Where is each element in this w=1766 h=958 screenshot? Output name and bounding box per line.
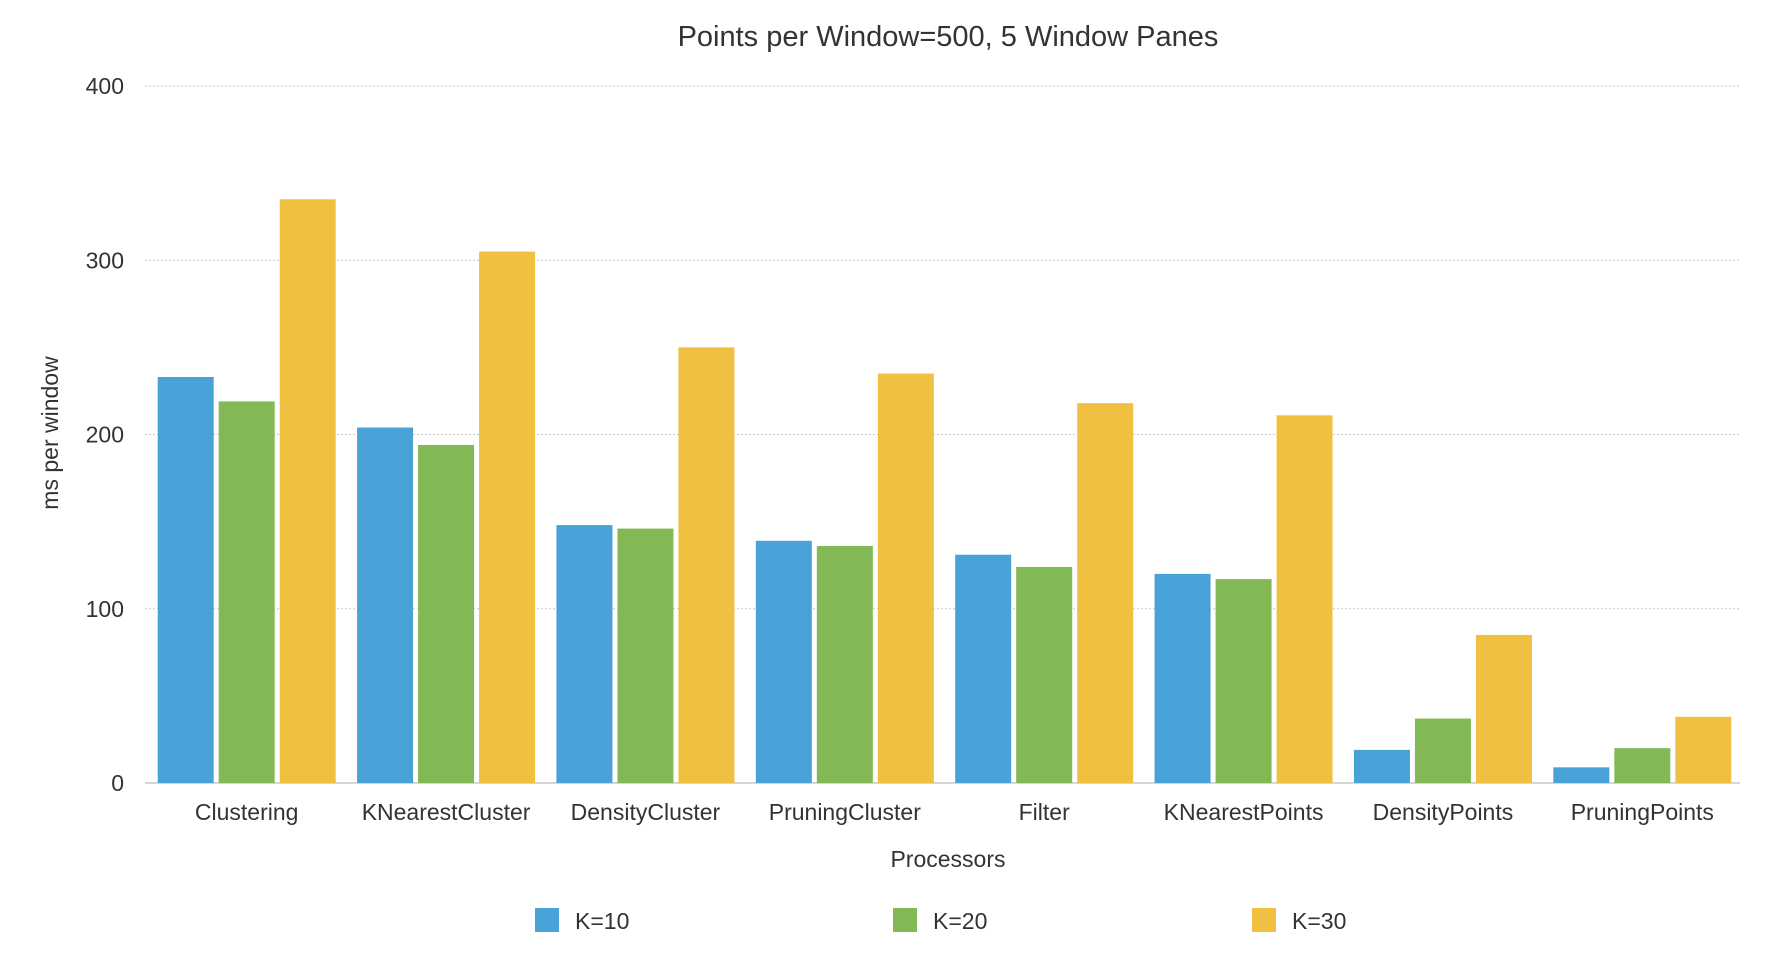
bar-densitypoints-k30 — [1475, 634, 1532, 783]
x-tick-label: KNearestPoints — [1164, 799, 1324, 825]
bar-densitypoints-k20 — [1414, 718, 1471, 783]
y-axis-label: ms per window — [37, 356, 63, 510]
bar-knearestpoints-k20 — [1215, 579, 1272, 783]
bar-pruningpoints-k10 — [1553, 767, 1610, 783]
bar-clustering-k10 — [157, 376, 214, 783]
bar-knearestpoints-k30 — [1276, 415, 1333, 783]
y-axis-ticks: 0 100 200 300 400 — [86, 73, 124, 796]
bar-clustering-k30 — [279, 199, 336, 783]
bar-pruningpoints-k30 — [1675, 716, 1732, 783]
x-tick-label: PruningPoints — [1571, 799, 1714, 825]
bar-knearestcluster-k10 — [357, 427, 414, 783]
bar-densitycluster-k10 — [556, 525, 613, 783]
y-tick-label: 0 — [111, 770, 124, 796]
y-tick-label: 200 — [86, 422, 124, 448]
bar-pruningpoints-k20 — [1614, 748, 1671, 783]
bar-knearestpoints-k10 — [1154, 573, 1211, 783]
bar-filter-k20 — [1016, 566, 1073, 783]
legend-swatch — [893, 908, 917, 932]
x-axis-ticks: Clustering KNearestCluster DensityCluster P… — [195, 799, 1714, 825]
y-tick-label: 300 — [86, 247, 124, 273]
legend-label: K=10 — [575, 908, 629, 934]
x-tick-label: Clustering — [195, 799, 299, 825]
x-axis-label: Processors — [890, 846, 1005, 872]
x-tick-label: KNearestCluster — [362, 799, 531, 825]
chart-title: Points per Window=500, 5 Window Panes — [678, 21, 1219, 53]
bar-knearestcluster-k20 — [418, 444, 475, 783]
bar-densitypoints-k10 — [1353, 749, 1410, 783]
bar-filter-k10 — [955, 554, 1012, 783]
bar-pruningcluster-k30 — [877, 373, 934, 783]
legend-swatch — [1252, 908, 1276, 932]
legend-label: K=30 — [1292, 908, 1346, 934]
x-tick-label: DensityPoints — [1373, 799, 1514, 825]
legend-label: K=20 — [933, 908, 987, 934]
bar-pruningcluster-k10 — [755, 540, 812, 783]
bar-knearestcluster-k30 — [479, 251, 536, 784]
x-tick-label: Filter — [1019, 799, 1070, 825]
bars — [157, 199, 1732, 784]
bar-densitycluster-k20 — [617, 528, 674, 783]
y-tick-label: 400 — [86, 73, 124, 99]
bar-filter-k30 — [1077, 403, 1134, 783]
legend: K=10 K=20 K=30 — [535, 908, 1346, 934]
bar-densitycluster-k30 — [678, 347, 735, 783]
legend-swatch — [535, 908, 559, 932]
y-tick-label: 100 — [86, 596, 124, 622]
bar-pruningcluster-k20 — [816, 546, 873, 783]
x-tick-label: PruningCluster — [769, 799, 921, 825]
x-tick-label: DensityCluster — [571, 799, 721, 825]
bar-clustering-k20 — [218, 401, 275, 783]
